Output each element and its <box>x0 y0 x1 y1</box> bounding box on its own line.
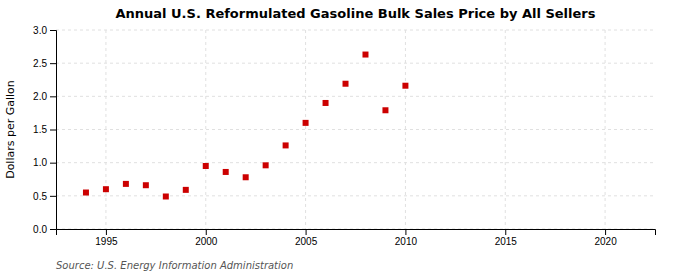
grid-line <box>105 30 106 229</box>
x-axis: 1995 2000 2005 2010 2015 2020 <box>57 229 656 247</box>
point <box>362 52 368 58</box>
tick-mark <box>50 63 56 64</box>
tick-mark <box>50 30 56 31</box>
title: Annual U.S. Reformulated Gasoline Bulk S… <box>115 6 595 21</box>
y-label: Dollars per Gallon <box>4 80 17 179</box>
grid-line <box>605 30 606 229</box>
tick-mark <box>50 96 56 97</box>
tick-label: 1995 <box>95 236 118 247</box>
tick-label: 2015 <box>495 236 518 247</box>
tick: 2.0 <box>33 91 56 102</box>
tick-label: 2.0 <box>33 91 47 102</box>
point <box>143 182 149 188</box>
tick-mark <box>405 229 406 235</box>
grid-line <box>205 30 206 229</box>
grid-line <box>305 30 306 229</box>
tick-mark <box>50 229 56 230</box>
tick: 3.0 <box>33 25 56 36</box>
tick-mark <box>306 229 307 235</box>
tick-label: 0.0 <box>33 224 47 235</box>
tick-label: 1.0 <box>33 157 47 168</box>
grid-line <box>56 63 655 64</box>
axis-line <box>57 230 656 236</box>
point <box>183 187 189 193</box>
grid-line <box>56 96 655 97</box>
tick-mark <box>605 229 606 235</box>
y-axis: 0.0 0.5 1.0 1.5 2.0 2.5 3.0 <box>33 25 56 235</box>
tick-label: 1.5 <box>33 124 47 135</box>
point <box>243 174 249 180</box>
point <box>103 186 109 192</box>
tick-mark <box>50 163 56 164</box>
tick-mark <box>50 196 56 197</box>
point <box>123 181 129 187</box>
plot: 1995 2000 2005 2010 2015 2020 0.0 0.5 1.0 1.5 2.0 2… <box>33 25 655 247</box>
tick-label: 2.5 <box>33 58 47 69</box>
tick: 0.0 <box>33 224 56 235</box>
tick: 2.5 <box>33 58 56 69</box>
point <box>223 169 229 175</box>
tick: 2005 <box>295 229 318 247</box>
tick-mark <box>50 130 56 131</box>
grid-line <box>56 162 655 163</box>
point <box>343 81 349 87</box>
tick: 0.5 <box>33 191 56 202</box>
axis-line <box>50 31 57 230</box>
tick-mark <box>206 229 207 235</box>
point <box>263 162 269 168</box>
tick: 1.0 <box>33 157 56 168</box>
grid-line <box>405 30 406 229</box>
tick-label: 0.5 <box>33 191 47 202</box>
tick: 2015 <box>495 229 518 247</box>
grid-line <box>56 129 655 130</box>
tick-mark <box>505 229 506 235</box>
point <box>163 193 169 199</box>
point <box>303 120 309 126</box>
annotation: Source: U.S. Energy Information Administ… <box>56 260 293 271</box>
tick-label: 2000 <box>195 236 218 247</box>
tick: 2020 <box>594 229 617 247</box>
grid <box>56 30 655 229</box>
tick-label: 3.0 <box>33 25 47 36</box>
tick: 1.5 <box>33 124 56 135</box>
tick: 2010 <box>395 229 418 247</box>
tick-label: 2010 <box>395 236 418 247</box>
point <box>382 107 388 113</box>
chart: 1995 2000 2005 2010 2015 2020 0.0 0.5 1.0 1.5 2.0 2… <box>0 0 675 275</box>
point <box>203 163 209 169</box>
grid-line <box>56 195 655 196</box>
point <box>283 142 289 148</box>
point <box>83 190 89 196</box>
grid-line <box>56 30 655 31</box>
grid-line <box>505 30 506 229</box>
tick-label: 2005 <box>295 236 318 247</box>
tick-mark <box>106 229 107 235</box>
tick: 1995 <box>95 229 118 247</box>
marks <box>83 52 408 200</box>
tick-label: 2020 <box>594 236 617 247</box>
point <box>323 100 329 106</box>
point <box>402 83 408 89</box>
tick: 2000 <box>195 229 218 247</box>
